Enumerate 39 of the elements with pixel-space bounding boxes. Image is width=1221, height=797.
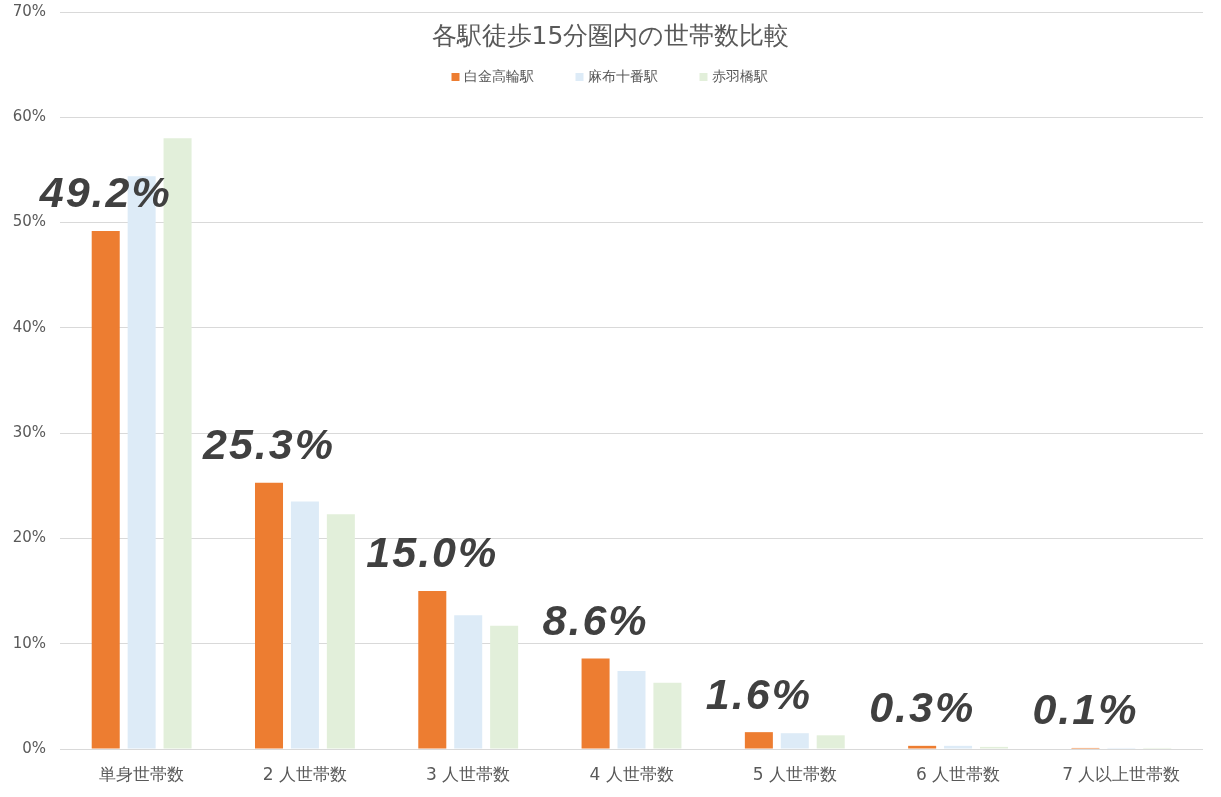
bar	[255, 482, 284, 749]
y-tick-label: 20%	[12, 528, 46, 547]
bar	[490, 625, 519, 749]
x-tick-label: 3 人世帯数	[426, 763, 511, 784]
legend-label: 赤羽橋駅	[711, 67, 768, 84]
data-label: 0.1%	[1032, 685, 1139, 734]
data-label: 8.6%	[542, 595, 649, 644]
x-tick-label: 5 人世帯数	[752, 763, 837, 784]
y-tick-label: 30%	[12, 423, 46, 442]
bar	[653, 682, 682, 749]
y-tick-label: 40%	[12, 317, 46, 336]
x-tick-label: 単身世帯数	[99, 763, 185, 784]
legend-label: 麻布十番駅	[587, 67, 658, 84]
y-tick-label: 0%	[22, 738, 46, 757]
x-tick-label: 2 人世帯数	[262, 763, 348, 784]
bar	[780, 733, 809, 749]
data-label: 25.3%	[202, 419, 335, 468]
bar	[744, 732, 773, 749]
y-tick-label: 10%	[12, 633, 46, 652]
bar	[91, 230, 120, 749]
bar	[581, 658, 610, 749]
x-tick-label: 6 人世帯数	[915, 763, 1001, 784]
bar	[816, 735, 845, 749]
data-label: 15.0%	[366, 528, 499, 577]
chart-title: 各駅徒歩15分圏内の世帯数比較	[431, 20, 790, 50]
bar	[944, 745, 973, 749]
y-tick-label: 70%	[12, 1, 46, 20]
data-label: 0.3%	[869, 683, 976, 732]
bar	[326, 514, 355, 749]
bar	[908, 745, 937, 749]
bar	[418, 591, 447, 749]
legend-label: 白金高輪駅	[463, 67, 534, 84]
data-label: 1.6%	[705, 669, 812, 718]
bar	[617, 671, 646, 749]
bar	[290, 501, 319, 749]
x-tick-label: 4 人世帯数	[589, 763, 674, 784]
y-tick-label: 60%	[12, 107, 46, 126]
x-tick-label: 7 人以上世帯数	[1062, 763, 1181, 784]
bar	[454, 615, 483, 749]
